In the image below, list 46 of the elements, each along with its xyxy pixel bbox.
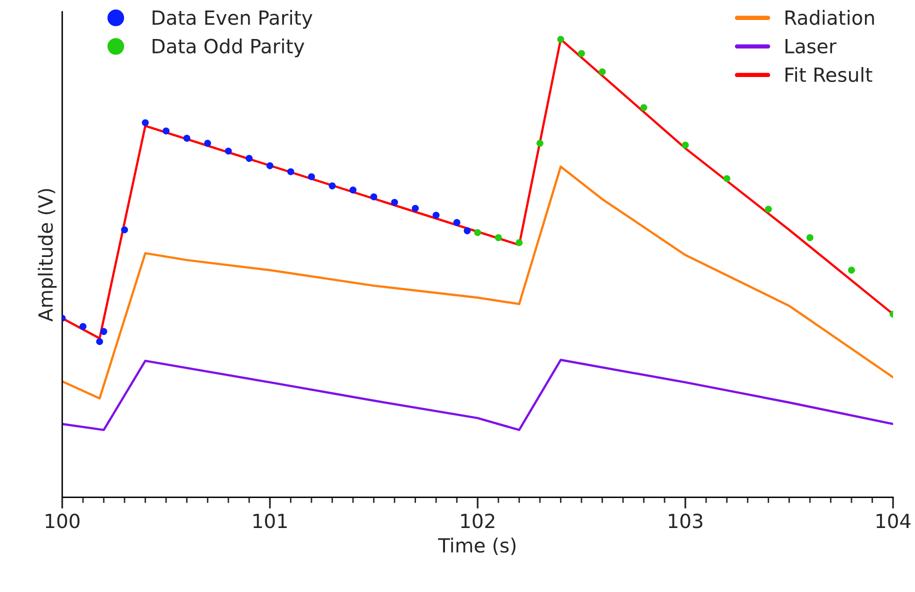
point xyxy=(474,229,482,236)
point xyxy=(121,226,128,234)
point xyxy=(96,338,104,346)
point xyxy=(598,68,606,76)
x-tick-label: 101 xyxy=(254,514,287,528)
x-tick-label: 104 xyxy=(876,514,911,528)
legend-label: Data Odd Parity xyxy=(152,38,304,58)
point xyxy=(224,148,232,155)
point xyxy=(848,266,855,274)
legend-label: Laser xyxy=(786,39,836,54)
point xyxy=(370,193,378,200)
point xyxy=(682,142,689,149)
point xyxy=(494,234,502,242)
x-axis-title: Time (s) xyxy=(438,538,516,555)
point xyxy=(100,328,108,335)
y-axis-title: Amplitude (V) xyxy=(38,189,57,322)
point xyxy=(308,173,315,180)
point xyxy=(142,119,149,126)
point xyxy=(204,140,212,147)
point xyxy=(391,198,398,206)
x-tick-label: 100 xyxy=(46,514,80,528)
point xyxy=(412,204,419,212)
point xyxy=(350,186,356,194)
point xyxy=(516,239,523,246)
point xyxy=(640,104,648,112)
point xyxy=(578,50,585,57)
point xyxy=(806,234,814,242)
legend-label: Fit Result xyxy=(786,67,872,82)
point xyxy=(764,206,772,213)
point xyxy=(328,182,336,190)
point xyxy=(246,154,253,162)
legend-label: Data Even Parity xyxy=(152,10,312,29)
point xyxy=(723,175,730,182)
point xyxy=(464,227,471,234)
x-tick-label: 103 xyxy=(668,514,702,528)
point xyxy=(557,36,564,43)
point xyxy=(287,168,294,176)
point xyxy=(80,322,86,330)
point xyxy=(183,134,190,142)
x-tick-label: 102 xyxy=(461,514,494,528)
point xyxy=(453,219,460,226)
point xyxy=(266,162,274,170)
legend-label: Radiation xyxy=(786,10,874,25)
point xyxy=(162,127,170,134)
point xyxy=(536,140,544,147)
point xyxy=(432,212,440,219)
